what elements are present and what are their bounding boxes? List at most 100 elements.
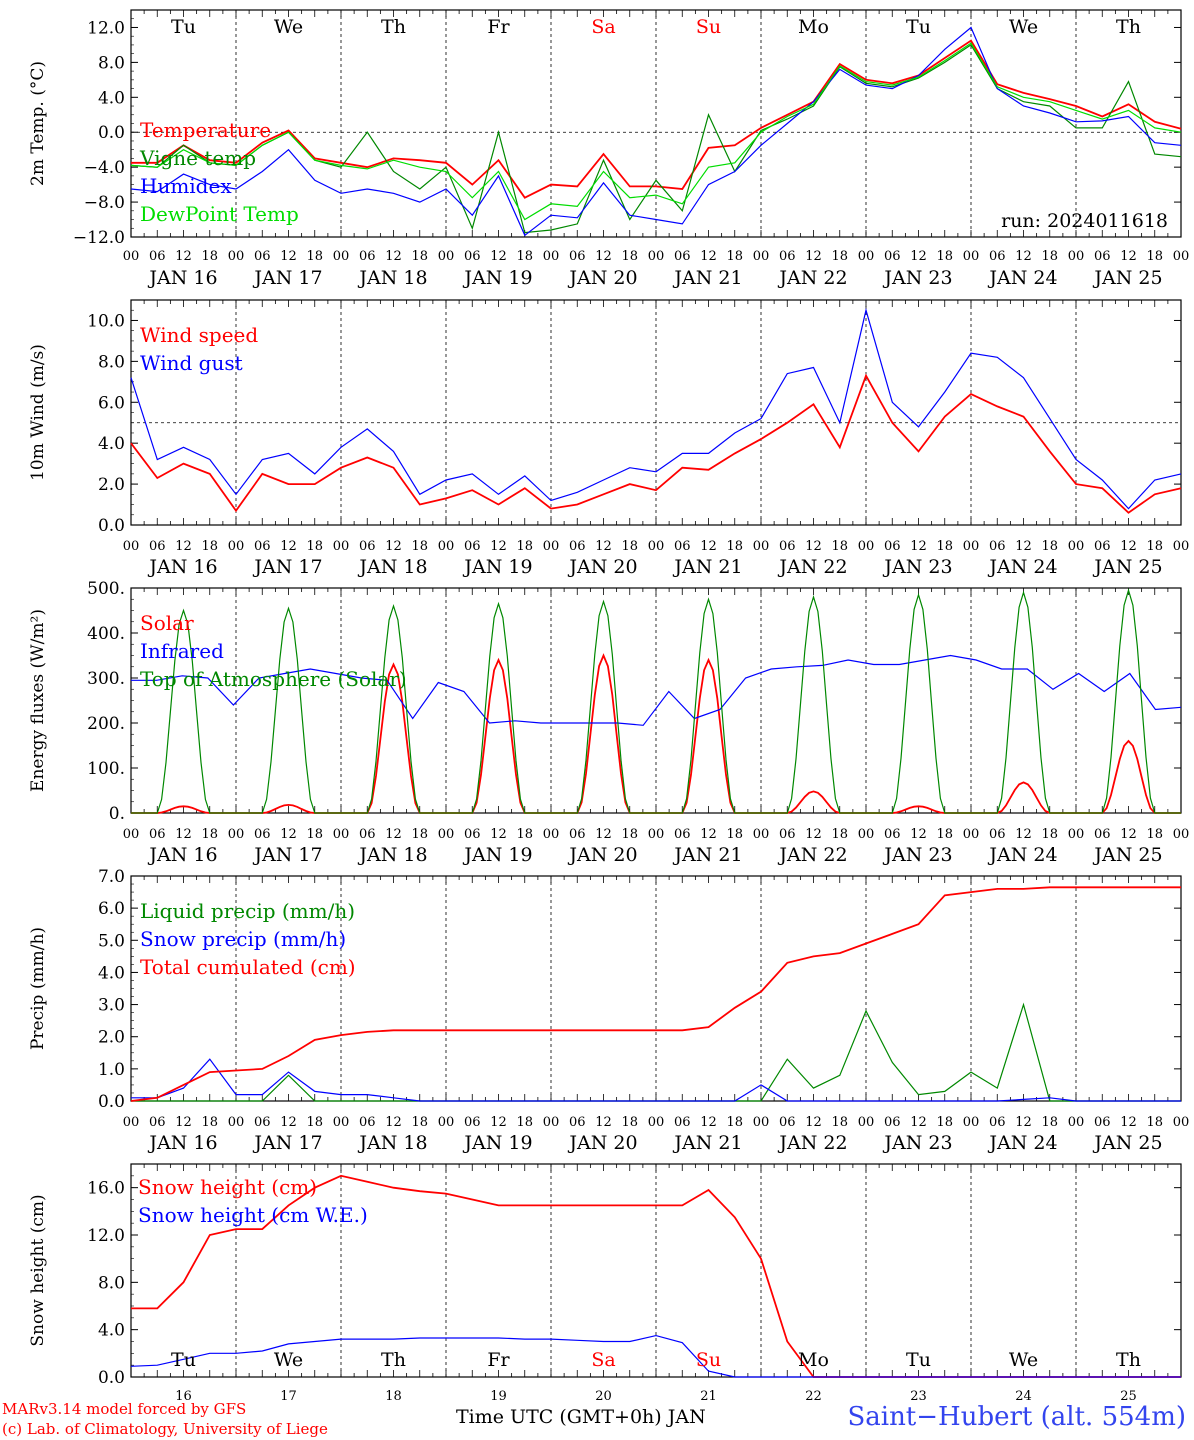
- y-tick-label: 0.0: [98, 1368, 125, 1388]
- y-tick-label: 12.0: [87, 1226, 125, 1246]
- panel-4: 0.0 1.0 2.0 3.0 4.0 5.0 6.0 7.0 Precip (mm/h) Liq…: [28, 867, 1189, 1154]
- series-line: [130, 307, 1182, 510]
- x-date-label: JAN 25: [1092, 844, 1162, 866]
- x-hour-label: 18: [621, 249, 638, 264]
- model-credit: MARv3.14 model forced by GFS: [2, 1400, 247, 1418]
- x-date-label: JAN 21: [672, 844, 742, 866]
- x-hour-label: 18: [1146, 827, 1163, 842]
- x-hour-label: 12: [805, 539, 822, 554]
- x-date-label: JAN 18: [357, 1132, 427, 1154]
- x-hour-label: 18: [1146, 539, 1163, 554]
- x-date-label: JAN 24: [987, 267, 1057, 289]
- x-hour-label: 18: [831, 827, 848, 842]
- y-tick-label: 6.0: [98, 393, 125, 413]
- x-hour-label: 06: [569, 539, 586, 554]
- x-hour-label: 00: [963, 827, 980, 842]
- x-hour-label: 18: [1041, 1115, 1058, 1130]
- legend-entry: Top of Atmosphere (Solar): [140, 667, 407, 691]
- y-tick-label: 4.0: [98, 88, 125, 108]
- x-hour-label: 18: [1146, 249, 1163, 264]
- x-hour-label: 00: [858, 827, 875, 842]
- weekday-label: Fr: [487, 16, 510, 38]
- x-hour-label: 06: [989, 539, 1006, 554]
- x-hour-label: 18: [411, 1115, 428, 1130]
- y-tick-label: 300.: [87, 669, 125, 689]
- x-hour-label: 18: [936, 827, 953, 842]
- legend-entry: Wind gust: [140, 351, 243, 375]
- lab-credit: (c) Lab. of Climatology, University of L…: [2, 1420, 328, 1438]
- x-hour-label: 18: [621, 539, 638, 554]
- panel-3: 0. 100. 200. 300. 400. 500. Energy fluxes (W/m…: [28, 579, 1189, 866]
- x-hour-label: 00: [753, 827, 770, 842]
- x-hour-label: 18: [201, 1115, 218, 1130]
- x-hour-label: 00: [438, 1115, 455, 1130]
- y-axis-title: Precip (mm/h): [28, 927, 48, 1050]
- x-hour-label: 00: [648, 249, 665, 264]
- x-hour-label: 06: [254, 249, 271, 264]
- y-tick-label: 200.: [87, 714, 125, 734]
- x-hour-label: 06: [779, 539, 796, 554]
- panel-5: 0.0 4.0 8.0 12.0 16.0 Snow height (cm) Snow he…: [28, 1163, 1182, 1388]
- y-tick-label: 0.: [109, 804, 125, 824]
- x-hour-label: 06: [674, 1115, 691, 1130]
- y-tick-label: 0.0: [98, 516, 125, 536]
- x-hour-label: 00: [963, 249, 980, 264]
- x-hour-label: 12: [805, 827, 822, 842]
- x-date-label: JAN 21: [672, 1132, 742, 1154]
- x-hour-label: 18: [936, 1115, 953, 1130]
- x-date-label: JAN 16: [147, 1132, 217, 1154]
- day-number-label: 22: [805, 1389, 822, 1404]
- x-hour-label: 18: [516, 539, 533, 554]
- x-date-label: JAN 22: [777, 1132, 847, 1154]
- x-hour-label: 06: [359, 249, 376, 264]
- x-hour-label: 00: [228, 539, 245, 554]
- x-hour-label: 00: [1068, 539, 1085, 554]
- x-date-label: JAN 23: [882, 267, 952, 289]
- y-tick-label: 0.0: [98, 1092, 125, 1112]
- weekday-label: Tu: [171, 16, 196, 38]
- day-number-label: 23: [910, 1389, 927, 1404]
- x-hour-label: 06: [464, 249, 481, 264]
- x-hour-label: 18: [306, 1115, 323, 1130]
- x-hour-label: 12: [280, 539, 297, 554]
- x-hour-label: 06: [1094, 539, 1111, 554]
- x-hour-label: 00: [438, 249, 455, 264]
- x-hour-label: 18: [831, 539, 848, 554]
- x-date-label: JAN 20: [567, 267, 637, 289]
- series-line: [131, 654, 1182, 726]
- x-date-label: JAN 16: [147, 844, 217, 866]
- legend-entry: Total cumulated (cm): [140, 955, 356, 979]
- x-hour-label: 12: [280, 827, 297, 842]
- x-hour-label: 00: [333, 827, 350, 842]
- day-number-label: 16: [175, 1389, 192, 1404]
- x-hour-label: 12: [385, 249, 402, 264]
- legend-entry: Temperature: [140, 118, 271, 142]
- x-hour-label: 00: [1068, 249, 1085, 264]
- x-hour-label: 12: [1015, 827, 1032, 842]
- x-date-label: JAN 24: [987, 1132, 1057, 1154]
- y-tick-label: 4.0: [98, 963, 125, 983]
- x-hour-label: 00: [753, 539, 770, 554]
- x-hour-label: 12: [280, 1115, 297, 1130]
- y-tick-label: 12.0: [87, 18, 125, 38]
- x-hour-label: 18: [726, 249, 743, 264]
- x-hour-label: 12: [700, 249, 717, 264]
- x-hour-label: 00: [543, 1115, 560, 1130]
- x-hour-label: 00: [858, 539, 875, 554]
- series-line: [130, 26, 1182, 237]
- y-tick-label: 500.: [87, 579, 125, 599]
- x-hour-label: 06: [1094, 249, 1111, 264]
- day-number-label: 21: [700, 1389, 717, 1404]
- series-line: [130, 1334, 1181, 1378]
- x-hour-label: 12: [1015, 249, 1032, 264]
- x-hour-label: 12: [700, 827, 717, 842]
- y-tick-label: 0.0: [98, 123, 125, 143]
- x-hour-label: 06: [779, 1115, 796, 1130]
- x-hour-label: 06: [569, 827, 586, 842]
- x-hour-label: 12: [805, 1115, 822, 1130]
- x-date-label: JAN 20: [567, 556, 637, 578]
- legend-entry: DewPoint Temp: [140, 202, 299, 226]
- x-hour-label: 12: [1120, 539, 1137, 554]
- x-hour-label: 12: [280, 249, 297, 264]
- x-date-label: JAN 19: [462, 1132, 532, 1154]
